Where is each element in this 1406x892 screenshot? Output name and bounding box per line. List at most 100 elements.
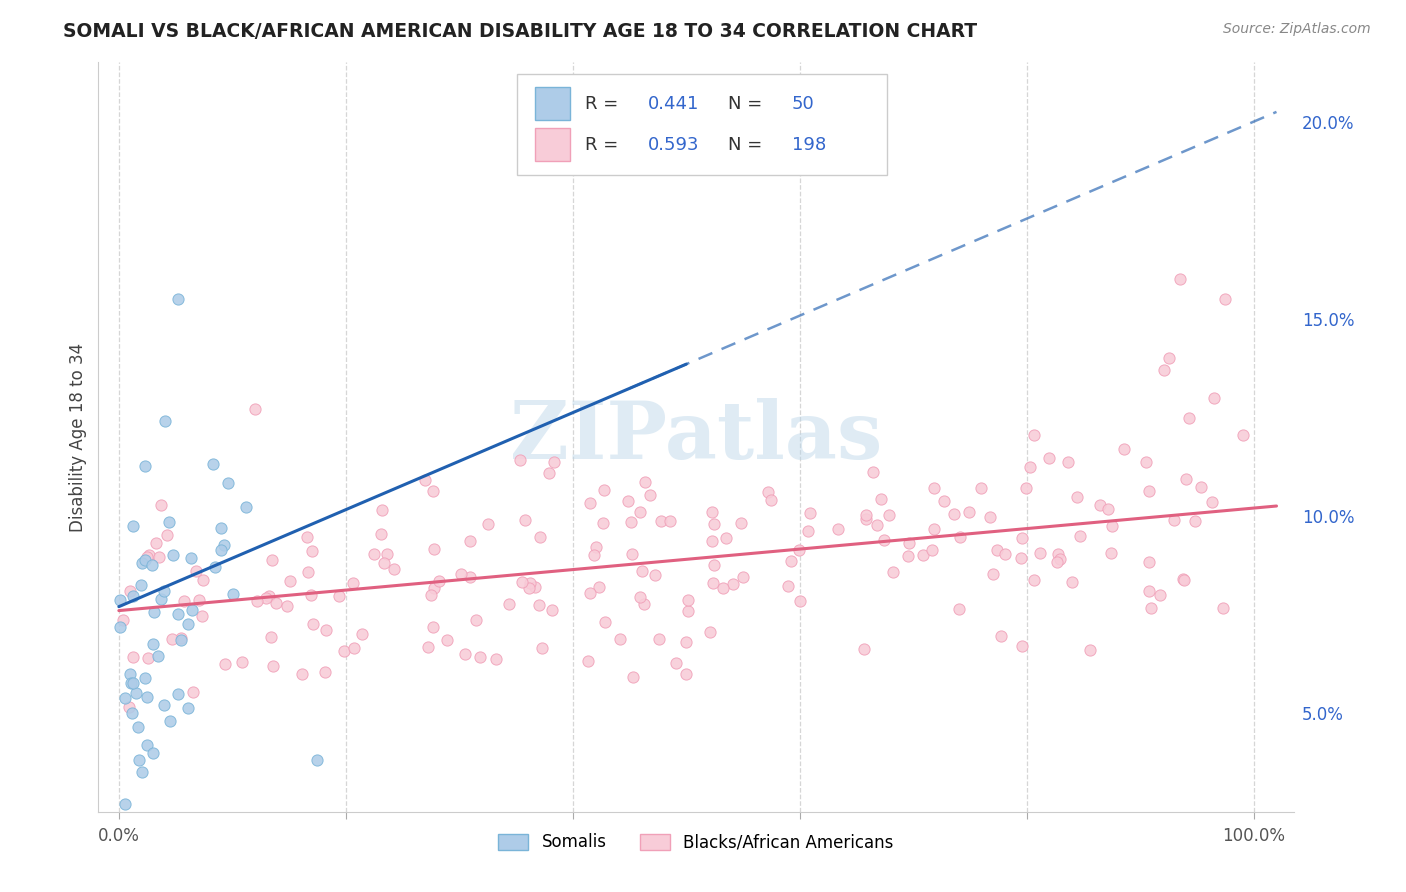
Point <box>420 588 443 602</box>
Point <box>1049 552 1071 566</box>
Point <box>278 574 301 588</box>
Text: SOMALI VS BLACK/AFRICAN AMERICAN DISABILITY AGE 18 TO 34 CORRELATION CHART: SOMALI VS BLACK/AFRICAN AMERICAN DISABIL… <box>63 22 977 41</box>
Point <box>297 565 319 579</box>
Point <box>529 531 551 545</box>
Point <box>136 738 159 752</box>
Point <box>363 547 385 561</box>
Point <box>498 597 520 611</box>
Point <box>191 574 214 588</box>
Point <box>922 522 945 536</box>
Point <box>700 534 723 549</box>
Text: 50: 50 <box>792 95 814 112</box>
Point <box>576 654 599 668</box>
Point <box>675 666 697 681</box>
Point <box>201 457 224 471</box>
Point <box>134 553 156 567</box>
Point <box>177 617 200 632</box>
Point <box>212 538 235 552</box>
Point <box>120 676 142 690</box>
Point <box>121 518 143 533</box>
Text: 0.593: 0.593 <box>648 136 700 153</box>
Point <box>297 530 319 544</box>
Point <box>422 620 444 634</box>
Point <box>1139 601 1161 615</box>
Point <box>422 483 444 498</box>
Point <box>870 491 893 506</box>
Point <box>1173 574 1195 588</box>
Point <box>108 593 131 607</box>
Point <box>787 543 810 558</box>
Point <box>108 620 131 634</box>
Point <box>235 500 257 515</box>
Point <box>676 603 699 617</box>
Point <box>170 631 193 645</box>
Point <box>1099 546 1122 560</box>
Point <box>665 656 688 670</box>
Point <box>579 585 602 599</box>
Point <box>797 524 820 539</box>
Point <box>609 632 631 647</box>
Point <box>125 686 148 700</box>
Point <box>948 602 970 616</box>
Point <box>1215 292 1237 306</box>
Point <box>1184 514 1206 528</box>
Point <box>780 554 803 568</box>
Point <box>1057 455 1080 469</box>
Point <box>877 508 900 522</box>
Point <box>922 481 945 495</box>
Point <box>214 657 236 671</box>
Point <box>621 670 644 684</box>
Point <box>1062 574 1084 589</box>
Point <box>510 574 533 589</box>
Point <box>169 632 191 647</box>
Point <box>970 481 993 495</box>
Point <box>678 592 700 607</box>
Point <box>118 700 141 714</box>
Point <box>1015 481 1038 495</box>
Point <box>509 453 531 467</box>
Point <box>142 637 165 651</box>
Point <box>181 684 204 698</box>
Point <box>633 597 655 611</box>
Point <box>1189 479 1212 493</box>
Point <box>153 698 176 713</box>
Point <box>134 458 156 473</box>
Text: ZIPatlas: ZIPatlas <box>510 398 882 476</box>
Bar <box>534 87 571 120</box>
Point <box>157 516 180 530</box>
Point <box>209 543 232 558</box>
Point <box>1202 391 1225 405</box>
Point <box>138 548 160 562</box>
Point <box>136 690 159 705</box>
Y-axis label: Disability Age 18 to 34: Disability Age 18 to 34 <box>69 343 87 532</box>
Point <box>957 506 980 520</box>
Point <box>134 671 156 685</box>
Point <box>301 617 323 632</box>
Point <box>866 518 889 533</box>
Point <box>122 590 145 604</box>
Point <box>519 576 541 591</box>
Point <box>702 505 724 519</box>
Point <box>333 644 356 658</box>
Point <box>145 535 167 549</box>
Point <box>582 548 605 562</box>
Point <box>254 591 277 605</box>
Bar <box>534 128 571 161</box>
Point <box>328 589 350 603</box>
Point <box>153 414 176 428</box>
Point <box>1163 513 1185 527</box>
Point <box>731 570 754 584</box>
Point <box>122 675 145 690</box>
Point <box>291 666 314 681</box>
Point <box>592 483 614 497</box>
Point <box>1029 546 1052 560</box>
Point <box>934 494 956 508</box>
Point <box>540 603 562 617</box>
Point <box>714 531 737 545</box>
Point <box>143 606 166 620</box>
Point <box>897 549 920 563</box>
Point <box>299 588 322 602</box>
Point <box>862 465 884 479</box>
Point <box>162 548 184 562</box>
Point <box>1174 472 1197 486</box>
